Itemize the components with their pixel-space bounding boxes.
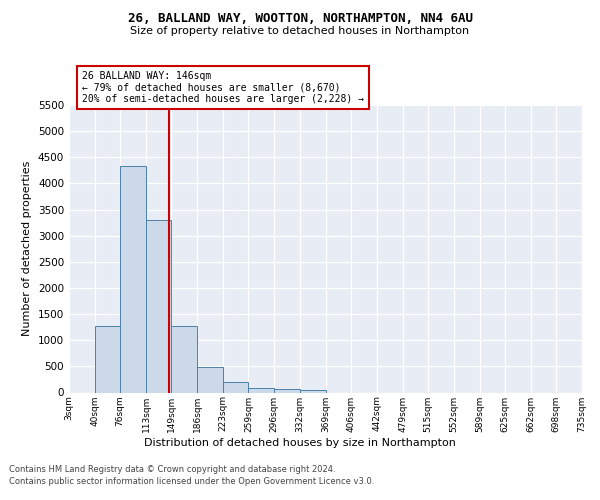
Y-axis label: Number of detached properties: Number of detached properties [22, 161, 32, 336]
Bar [299, 390, 325, 392]
Bar [95, 326, 120, 392]
Bar [120, 166, 146, 392]
Bar [172, 326, 197, 392]
Text: Contains HM Land Registry data © Crown copyright and database right 2024.: Contains HM Land Registry data © Crown c… [9, 465, 335, 474]
Bar [223, 382, 248, 392]
Text: Distribution of detached houses by size in Northampton: Distribution of detached houses by size … [144, 438, 456, 448]
Bar [197, 367, 223, 392]
Bar [274, 390, 299, 392]
Bar [146, 220, 172, 392]
Bar [248, 388, 274, 392]
Text: Contains public sector information licensed under the Open Government Licence v3: Contains public sector information licen… [9, 477, 374, 486]
Text: 26, BALLAND WAY, WOOTTON, NORTHAMPTON, NN4 6AU: 26, BALLAND WAY, WOOTTON, NORTHAMPTON, N… [128, 12, 473, 26]
Text: Size of property relative to detached houses in Northampton: Size of property relative to detached ho… [130, 26, 470, 36]
Text: 26 BALLAND WAY: 146sqm
← 79% of detached houses are smaller (8,670)
20% of semi-: 26 BALLAND WAY: 146sqm ← 79% of detached… [82, 71, 364, 104]
